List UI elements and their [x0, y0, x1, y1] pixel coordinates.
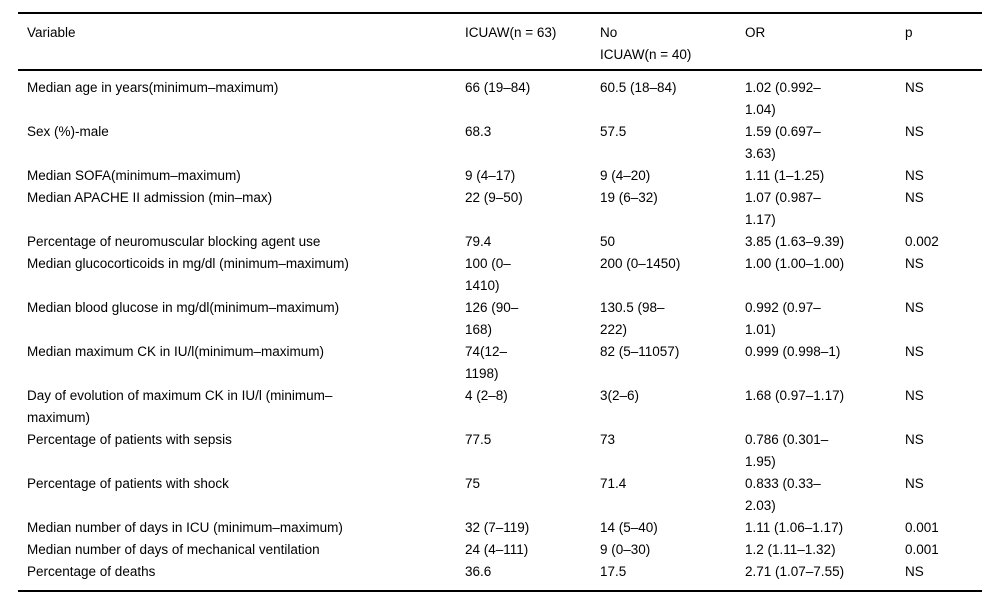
- cell-icuaw: 79.4: [465, 234, 492, 249]
- table-row: Median SOFA(minimum–maximum) 9 (4–17) 9 (4…: [18, 165, 982, 187]
- cell-or: 0.786 (0.301– 1.95): [745, 432, 829, 469]
- cell-variable: Median number of days of mechanical vent…: [27, 542, 320, 557]
- table-row: Median age in years(minimum–maximum) 66 (…: [18, 70, 982, 121]
- cell-icuaw: 22 (9–50): [465, 190, 523, 205]
- cell-variable: Percentage of patients with sepsis: [27, 432, 232, 447]
- cell-p: NS: [905, 190, 924, 205]
- table-row: Day of evolution of maximum CK in IU/l (…: [18, 385, 982, 429]
- table-row: Sex (%)-male 68.3 57.5 1.59 (0.697– 3.63) NS: [18, 121, 982, 165]
- cell-or: 0.992 (0.97– 1.01): [745, 300, 821, 337]
- cell-p: NS: [905, 300, 924, 315]
- cell-icuaw: 36.6: [465, 564, 492, 579]
- cell-p: NS: [905, 432, 924, 447]
- cell-no_icuaw: 19 (6–32): [600, 190, 658, 205]
- cell-icuaw: 24 (4–111): [465, 542, 529, 557]
- cell-variable: Percentage of neuromuscular blocking age…: [27, 234, 321, 249]
- cell-or: 1.00 (1.00–1.00): [745, 256, 845, 271]
- table-row: Median APACHE II admission (min–max) 22 (…: [18, 187, 982, 231]
- cell-no_icuaw: 71.4: [600, 476, 627, 491]
- cell-no_icuaw: 200 (0–1450): [600, 256, 681, 271]
- cell-p: NS: [905, 256, 924, 271]
- cell-or: 1.11 (1.06–1.17): [745, 520, 844, 535]
- cell-p: NS: [905, 80, 924, 95]
- header-icuaw: ICUAW(n = 63): [465, 13, 600, 71]
- cell-no_icuaw: 14 (5–40): [600, 520, 658, 535]
- table-body: Median age in years(minimum–maximum) 66 (…: [18, 70, 982, 591]
- table-row: Percentage of patients with shock 75 71.4 0…: [18, 473, 982, 517]
- cell-icuaw: 32 (7–119): [465, 520, 530, 535]
- cell-or: 1.07 (0.987– 1.17): [745, 190, 821, 227]
- table-row: Percentage of neuromuscular blocking age…: [18, 231, 982, 253]
- header-variable: Variable: [18, 13, 465, 71]
- cell-p: NS: [905, 168, 924, 183]
- cell-no_icuaw: 130.5 (98– 222): [600, 300, 665, 337]
- cell-icuaw: 74(12– 1198): [465, 344, 508, 381]
- cell-icuaw: 4 (2–8): [465, 388, 508, 403]
- cell-p: NS: [905, 344, 924, 359]
- cell-no_icuaw: 82 (5–11057): [600, 344, 680, 359]
- table-row: Median number of days in ICU (minimum–ma…: [18, 517, 982, 539]
- cell-or: 1.11 (1–1.25): [745, 168, 825, 183]
- cell-icuaw: 126 (90– 168): [465, 300, 519, 337]
- cell-icuaw: 100 (0– 1410): [465, 256, 511, 293]
- cell-icuaw: 75: [465, 476, 481, 491]
- cell-no_icuaw: 9 (4–20): [600, 168, 651, 183]
- cell-variable: Median age in years(minimum–maximum): [27, 80, 279, 95]
- cell-icuaw: 77.5: [465, 432, 492, 447]
- cell-variable: Sex (%)-male: [27, 124, 109, 139]
- cell-variable: Percentage of deaths: [27, 564, 156, 579]
- cell-or: 1.02 (0.992– 1.04): [745, 80, 821, 117]
- cell-icuaw: 66 (19–84): [465, 80, 531, 95]
- cell-no_icuaw: 73: [600, 432, 616, 447]
- cell-p: 0.001: [905, 542, 939, 557]
- cell-or: 2.71 (1.07–7.55): [745, 564, 845, 579]
- table-row: Percentage of deaths 36.6 17.5 2.71 (1.07–7…: [18, 561, 982, 591]
- cell-no_icuaw: 3(2–6): [600, 388, 640, 403]
- cell-no_icuaw: 57.5: [600, 124, 627, 139]
- cell-icuaw: 68.3: [465, 124, 492, 139]
- cell-or: 1.59 (0.697– 3.63): [745, 124, 821, 161]
- table-row: Percentage of patients with sepsis 77.5 73…: [18, 429, 982, 473]
- cell-p: NS: [905, 124, 924, 139]
- cell-icuaw: 9 (4–17): [465, 168, 516, 183]
- table-row: Median glucocorticoids in mg/dl (minimum…: [18, 253, 982, 297]
- cell-p: NS: [905, 564, 924, 579]
- table-header: Variable ICUAW(n = 63) No ICUAW(n = 40) …: [18, 13, 982, 71]
- header-or: OR: [745, 13, 905, 71]
- cell-p: 0.002: [905, 234, 939, 249]
- cell-variable: Median SOFA(minimum–maximum): [27, 168, 241, 183]
- table-row: Median number of days of mechanical vent…: [18, 539, 982, 561]
- cell-variable: Median number of days in ICU (minimum–ma…: [27, 520, 343, 535]
- header-p: p: [905, 13, 982, 71]
- table-row: Median blood glucose in mg/dl(minimum–ma…: [18, 297, 982, 341]
- results-table: Variable ICUAW(n = 63) No ICUAW(n = 40) …: [18, 12, 982, 592]
- cell-no_icuaw: 17.5: [600, 564, 627, 579]
- cell-no_icuaw: 60.5 (18–84): [600, 80, 677, 95]
- header-no-icuaw: No ICUAW(n = 40): [600, 13, 745, 71]
- cell-variable: Median glucocorticoids in mg/dl (minimum…: [27, 256, 349, 271]
- cell-variable: Median blood glucose in mg/dl(minimum–ma…: [27, 300, 340, 315]
- cell-or: 1.2 (1.11–1.32): [745, 542, 836, 557]
- cell-or: 0.833 (0.33– 2.03): [745, 476, 821, 513]
- cell-p: NS: [905, 476, 924, 491]
- cell-or: 1.68 (0.97–1.17): [745, 388, 845, 403]
- cell-no_icuaw: 9 (0–30): [600, 542, 651, 557]
- cell-p: 0.001: [905, 520, 939, 535]
- cell-variable: Percentage of patients with shock: [27, 476, 229, 491]
- cell-or: 3.85 (1.63–9.39): [745, 234, 845, 249]
- table-row: Median maximum CK in IU/l(minimum–maximu…: [18, 341, 982, 385]
- cell-variable: Median maximum CK in IU/l(minimum–maximu…: [27, 344, 325, 359]
- cell-variable: Median APACHE II admission (min–max): [27, 190, 273, 205]
- cell-p: NS: [905, 388, 924, 403]
- cell-variable: Day of evolution of maximum CK in IU/l (…: [27, 388, 333, 425]
- cell-or: 0.999 (0.998–1): [745, 344, 841, 359]
- header-row: Variable ICUAW(n = 63) No ICUAW(n = 40) …: [18, 13, 982, 71]
- cell-no_icuaw: 50: [600, 234, 616, 249]
